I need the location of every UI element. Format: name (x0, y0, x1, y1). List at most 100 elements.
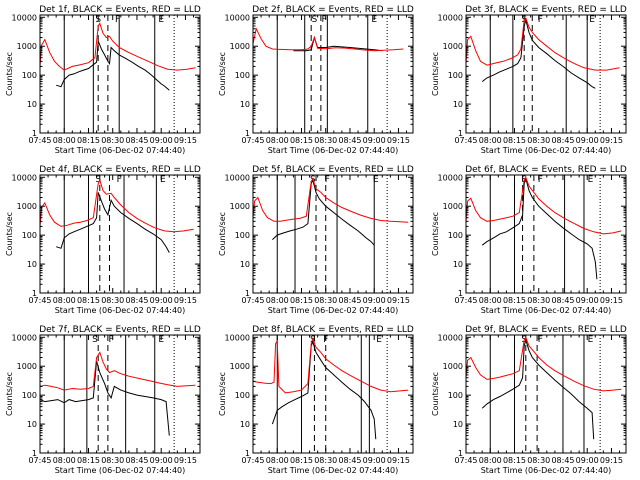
x-tick-label: 08:45 (551, 136, 574, 145)
y-tick-label: 1 (245, 129, 250, 138)
y-tick-label: 1000 (443, 362, 463, 371)
x-tick-label: 08:15 (290, 296, 313, 305)
event-marker-f: F (325, 175, 330, 185)
x-tick-label: 08:15 (503, 456, 526, 465)
x-tick-label: 08:45 (125, 296, 148, 305)
y-tick-label: 1 (32, 129, 37, 138)
x-tick-label: 08:00 (53, 296, 76, 305)
y-tick-label: 10 (27, 420, 37, 429)
panel-title: Det 8f, BLACK = Events, RED = LLD (252, 325, 414, 335)
y-tick-label: 1000 (443, 42, 463, 51)
y-axis-label: Counts/sec (431, 52, 440, 96)
event-marker-s: S (95, 15, 101, 25)
x-tick-label: 08:30 (101, 296, 124, 305)
x-tick-label: 09:00 (363, 296, 386, 305)
y-tick-label: 10 (453, 100, 463, 109)
y-axis-label: Counts/sec (431, 372, 440, 416)
y-tick-label: 10 (240, 420, 250, 429)
event-marker-e: E (588, 335, 594, 345)
series-lld-line (39, 178, 194, 233)
y-axis-label: Counts/sec (5, 372, 14, 416)
event-marker-e: E (373, 175, 379, 185)
series-lld-line (252, 27, 404, 52)
y-tick-label: 1000 (443, 202, 463, 211)
x-tick-label: 08:45 (338, 296, 361, 305)
y-tick-label: 10 (453, 260, 463, 269)
x-tick-label: 09:15 (174, 136, 197, 145)
y-tick-label: 10000 (225, 13, 250, 22)
panel-title: Det 2f, BLACK = Events, RED = LLD (252, 5, 414, 15)
series-events-line (56, 192, 170, 253)
y-axis-label: Counts/sec (218, 52, 227, 96)
x-tick-label: 08:00 (53, 456, 76, 465)
x-tick-label: 08:00 (266, 136, 289, 145)
x-tick-label: 08:45 (125, 136, 148, 145)
x-axis-label: Start Time (06-Dec-02 07:44:40) (268, 146, 399, 155)
event-marker-e: E (160, 175, 166, 185)
x-tick-label: 08:30 (527, 456, 550, 465)
plot-frame (465, 334, 627, 454)
x-tick-label: 07:45 (241, 456, 264, 465)
panel-title: Det 5f, BLACK = Events, RED = LLD (252, 165, 414, 175)
detector-panel: Det 8f, BLACK = Events, RED = LLDSFE1101… (218, 325, 414, 475)
panel-title: Det 4f, BLACK = Events, RED = LLD (39, 165, 201, 175)
x-tick-label: 08:15 (77, 136, 100, 145)
x-axis-label: Start Time (06-Dec-02 07:44:40) (55, 466, 186, 475)
x-tick-label: 08:00 (479, 456, 502, 465)
x-tick-label: 09:15 (600, 136, 623, 145)
detector-panel: Det 2f, BLACK = Events, RED = LLDSFE1101… (218, 5, 414, 155)
y-axis-label: Counts/sec (5, 212, 14, 256)
y-tick-label: 10 (27, 100, 37, 109)
x-tick-label: 08:30 (527, 296, 550, 305)
x-tick-label: 08:15 (503, 296, 526, 305)
x-tick-label: 09:00 (576, 456, 599, 465)
detector-panel: Det 7f, BLACK = Events, RED = LLDSFE1101… (5, 325, 201, 475)
series-events-line (481, 338, 595, 440)
event-marker-f: F (538, 335, 543, 345)
panel-title: Det 1f, BLACK = Events, RED = LLD (39, 5, 201, 15)
y-tick-label: 10000 (438, 173, 463, 182)
y-tick-label: 10 (240, 260, 250, 269)
y-tick-label: 1000 (230, 202, 250, 211)
x-tick-label: 08:30 (527, 136, 550, 145)
series-lld-line (252, 177, 409, 223)
y-tick-label: 10000 (12, 333, 37, 342)
x-axis-label: Start Time (06-Dec-02 07:44:40) (55, 306, 186, 315)
x-tick-label: 09:15 (174, 456, 197, 465)
x-axis-label: Start Time (06-Dec-02 07:44:40) (55, 146, 186, 155)
x-axis-label: Start Time (06-Dec-02 07:44:40) (481, 466, 612, 475)
x-tick-label: 08:45 (551, 296, 574, 305)
x-tick-label: 08:45 (125, 456, 148, 465)
y-tick-label: 100 (22, 71, 37, 80)
y-tick-label: 10 (27, 260, 37, 269)
y-tick-label: 1 (458, 129, 463, 138)
y-tick-label: 1 (458, 449, 463, 458)
y-tick-label: 10000 (12, 13, 37, 22)
plot-frame (465, 14, 627, 134)
y-axis-label: Counts/sec (431, 212, 440, 256)
y-tick-label: 10 (453, 420, 463, 429)
series-events-line (56, 40, 170, 91)
x-tick-label: 08:00 (266, 296, 289, 305)
event-marker-f: F (117, 175, 122, 185)
x-tick-label: 08:15 (290, 136, 313, 145)
y-tick-label: 1000 (17, 362, 37, 371)
series-events-line (271, 340, 377, 440)
event-marker-f: F (109, 335, 114, 345)
x-tick-label: 09:15 (174, 296, 197, 305)
event-marker-f: F (538, 15, 543, 25)
event-marker-s: S (95, 175, 101, 185)
panel-title: Det 3f, BLACK = Events, RED = LLD (465, 5, 627, 15)
x-tick-label: 09:00 (150, 136, 173, 145)
x-tick-label: 08:45 (551, 456, 574, 465)
y-tick-label: 100 (22, 231, 37, 240)
x-tick-label: 08:30 (101, 456, 124, 465)
y-axis-label: Counts/sec (218, 212, 227, 256)
y-tick-label: 100 (235, 71, 250, 80)
y-axis-label: Counts/sec (218, 372, 227, 416)
x-tick-label: 08:30 (314, 296, 337, 305)
y-tick-label: 100 (22, 391, 37, 400)
x-tick-label: 07:45 (454, 136, 477, 145)
